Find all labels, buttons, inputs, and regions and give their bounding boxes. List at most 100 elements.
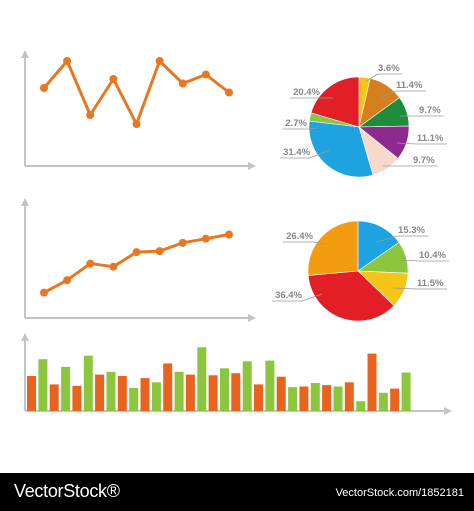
bar-orange-16 xyxy=(367,353,377,411)
line-chart-2-point-1 xyxy=(40,288,48,297)
bar-green-4 xyxy=(106,371,116,411)
bar-orange-7 xyxy=(163,363,173,411)
pie-chart-1-leader-7 xyxy=(306,127,319,130)
pie-chart-2-slices xyxy=(307,220,409,322)
line-chart-1-point-2 xyxy=(63,57,72,65)
line-chart-2-series-line xyxy=(43,233,230,294)
bar-green-9 xyxy=(220,368,229,411)
pie-chart-1-leader-1 xyxy=(365,73,379,82)
line-chart-2-point-4 xyxy=(109,262,118,271)
bar-chart xyxy=(21,333,452,415)
bar-green-8 xyxy=(197,347,207,411)
line-chart-2-y-arrow xyxy=(21,198,29,206)
bar-orange-3 xyxy=(72,385,82,411)
bar-orange-11 xyxy=(254,384,263,411)
pie-chart-2-slice-1 xyxy=(357,220,400,272)
line-chart-2-axes xyxy=(21,198,256,322)
pie-chart-1-slices xyxy=(308,76,410,178)
pie-chart-1-label-1: 3.6% xyxy=(378,63,400,74)
bar-green-15 xyxy=(356,401,366,411)
pie-chart-1-label-3: 9.7% xyxy=(419,105,441,116)
line-chart-1-point-5 xyxy=(132,120,141,128)
bar-orange-10 xyxy=(231,373,241,411)
line-chart-2-x-arrow xyxy=(248,314,256,322)
pie-chart-2-labels: 15.3% 10.4% 11.5% 36.4% 26.4% xyxy=(272,225,449,302)
bar-green-2 xyxy=(61,366,71,411)
line-chart-1-point-4 xyxy=(109,75,118,83)
pie-chart-1-slice-6 xyxy=(308,120,374,178)
pie-chart-2-leader-3 xyxy=(392,287,418,290)
bar-green-6 xyxy=(151,382,161,411)
pie-chart-2-label-5: 26.4% xyxy=(286,231,313,242)
pie-chart-1-label-7: 2.7% xyxy=(285,118,307,129)
line-chart-1-axes xyxy=(21,50,256,170)
line-chart-2-point-5 xyxy=(132,248,141,257)
line-chart-1-point-1 xyxy=(40,84,48,92)
pie-chart-2: 15.3% 10.4% 11.5% 36.4% 26.4% xyxy=(272,220,449,322)
pie-chart-2-slice-4 xyxy=(307,270,395,322)
bar-chart-y-arrow xyxy=(21,333,29,341)
line-chart-2-point-3 xyxy=(86,259,95,268)
line-chart-2-point-6 xyxy=(155,247,164,256)
bar-orange-9 xyxy=(208,375,218,411)
line-chart-1-point-6 xyxy=(155,57,164,65)
bar-orange-2 xyxy=(49,384,59,411)
line-chart-2-point-9 xyxy=(225,230,233,239)
bar-green-11 xyxy=(265,360,275,411)
bar-green-17 xyxy=(401,372,411,411)
bar-orange-15 xyxy=(344,382,354,411)
pie-chart-2-label-2: 10.4% xyxy=(419,250,446,261)
pie-chart-2-slice-5 xyxy=(307,220,359,276)
bar-green-10 xyxy=(242,361,252,411)
pie-chart-1-leader-4 xyxy=(396,142,418,145)
line-chart-2 xyxy=(21,198,256,322)
bar-chart-x-arrow xyxy=(444,407,452,415)
bar-green-16 xyxy=(378,392,388,411)
bar-green-13 xyxy=(310,383,320,411)
line-chart-1-y-arrow xyxy=(21,50,29,58)
bar-orange-17 xyxy=(390,388,400,411)
bar-green-1 xyxy=(38,359,48,411)
pie-chart-1-leader-2 xyxy=(381,90,397,98)
pie-chart-1-label-4: 11.1% xyxy=(417,133,444,144)
line-chart-1-point-9 xyxy=(225,88,233,97)
bar-chart-marks xyxy=(27,347,411,411)
pie-chart-2-leader-4 xyxy=(301,293,323,302)
pie-chart-2-label-3: 11.5% xyxy=(417,278,444,289)
bar-green-14 xyxy=(333,386,343,411)
line-chart-1-point-3 xyxy=(86,111,95,119)
line-chart-2-point-7 xyxy=(178,238,187,247)
watermark-footer: VectorStock® VectorStock.com/1852181 xyxy=(0,473,474,511)
line-chart-1-marks xyxy=(40,57,233,128)
pie-chart-1-label-6: 31.4% xyxy=(283,147,310,158)
line-chart-2-marks xyxy=(40,230,233,297)
bar-orange-5 xyxy=(117,376,127,411)
bar-orange-14 xyxy=(322,385,332,411)
line-chart-2-point-8 xyxy=(201,234,210,243)
pie-chart-2-leader-2 xyxy=(398,259,420,262)
bar-orange-1 xyxy=(27,376,36,411)
bar-orange-8 xyxy=(185,374,195,411)
line-chart-1-series-line xyxy=(42,59,230,126)
bar-green-7 xyxy=(174,371,184,411)
pie-chart-1-labels: 3.6% 11.4% 9.7% 11.1% 9.7% 31.4% 2.7% 20.4% xyxy=(280,63,447,167)
bar-orange-13 xyxy=(299,386,309,411)
bar-green-12 xyxy=(288,387,298,411)
pie-chart-1-slice-8 xyxy=(310,76,360,128)
watermark-brand: VectorStock® xyxy=(14,481,120,501)
line-chart-1-point-8 xyxy=(201,70,210,79)
line-chart-1 xyxy=(21,50,256,170)
line-chart-1-point-7 xyxy=(178,79,187,88)
bar-orange-4 xyxy=(95,374,105,411)
pie-chart-2-leader-1 xyxy=(375,235,399,243)
pie-chart-1-label-2: 11.4% xyxy=(396,80,423,91)
line-chart-2-point-2 xyxy=(63,276,72,285)
bar-orange-6 xyxy=(140,378,150,411)
line-chart-1-x-arrow xyxy=(248,162,256,170)
pie-chart-2-label-4: 36.4% xyxy=(275,290,302,301)
bar-green-5 xyxy=(129,387,139,411)
bar-green-3 xyxy=(83,355,93,411)
pie-chart-1-label-5: 9.7% xyxy=(413,155,435,166)
pie-chart-1-label-8: 20.4% xyxy=(293,87,320,98)
